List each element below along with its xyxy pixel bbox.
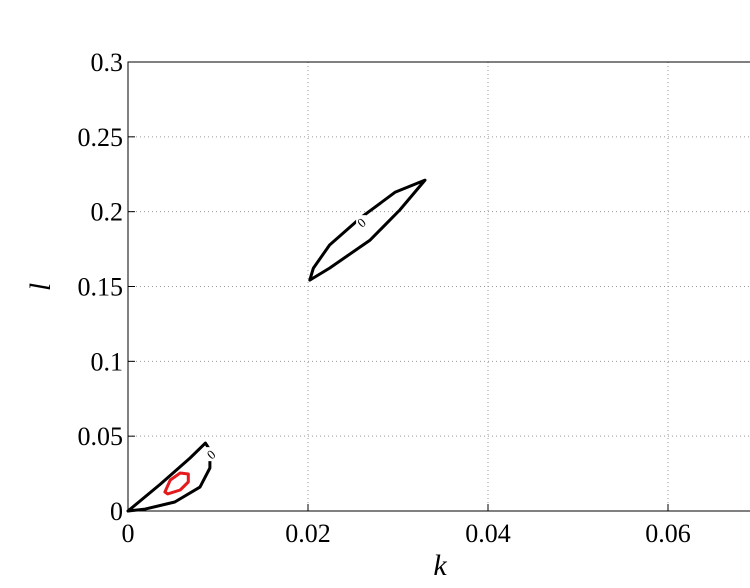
y-tick-label: 0 [110,497,123,526]
contour-line [308,178,427,282]
y-tick-label: 0.25 [78,123,124,152]
contour-label-bg [356,215,367,230]
y-tick-label: 0.05 [78,422,124,451]
x-tick-label: 0.06 [645,519,691,548]
x-tick-label: 0.04 [465,519,511,548]
contour-label-bg [205,447,216,462]
y-tick-label: 0.2 [91,198,124,227]
y-tick-label: 0.15 [78,273,124,302]
x-tick-label: 0 [122,519,135,548]
contour-line [163,471,190,496]
x-tick-label: 0.02 [285,519,331,548]
y-tick-label: 0.1 [91,347,124,376]
plot-frame [127,61,750,512]
x-axis-label: k [433,549,447,582]
y-tick-label: 0.3 [91,48,124,77]
y-axis-label: l [24,283,57,291]
